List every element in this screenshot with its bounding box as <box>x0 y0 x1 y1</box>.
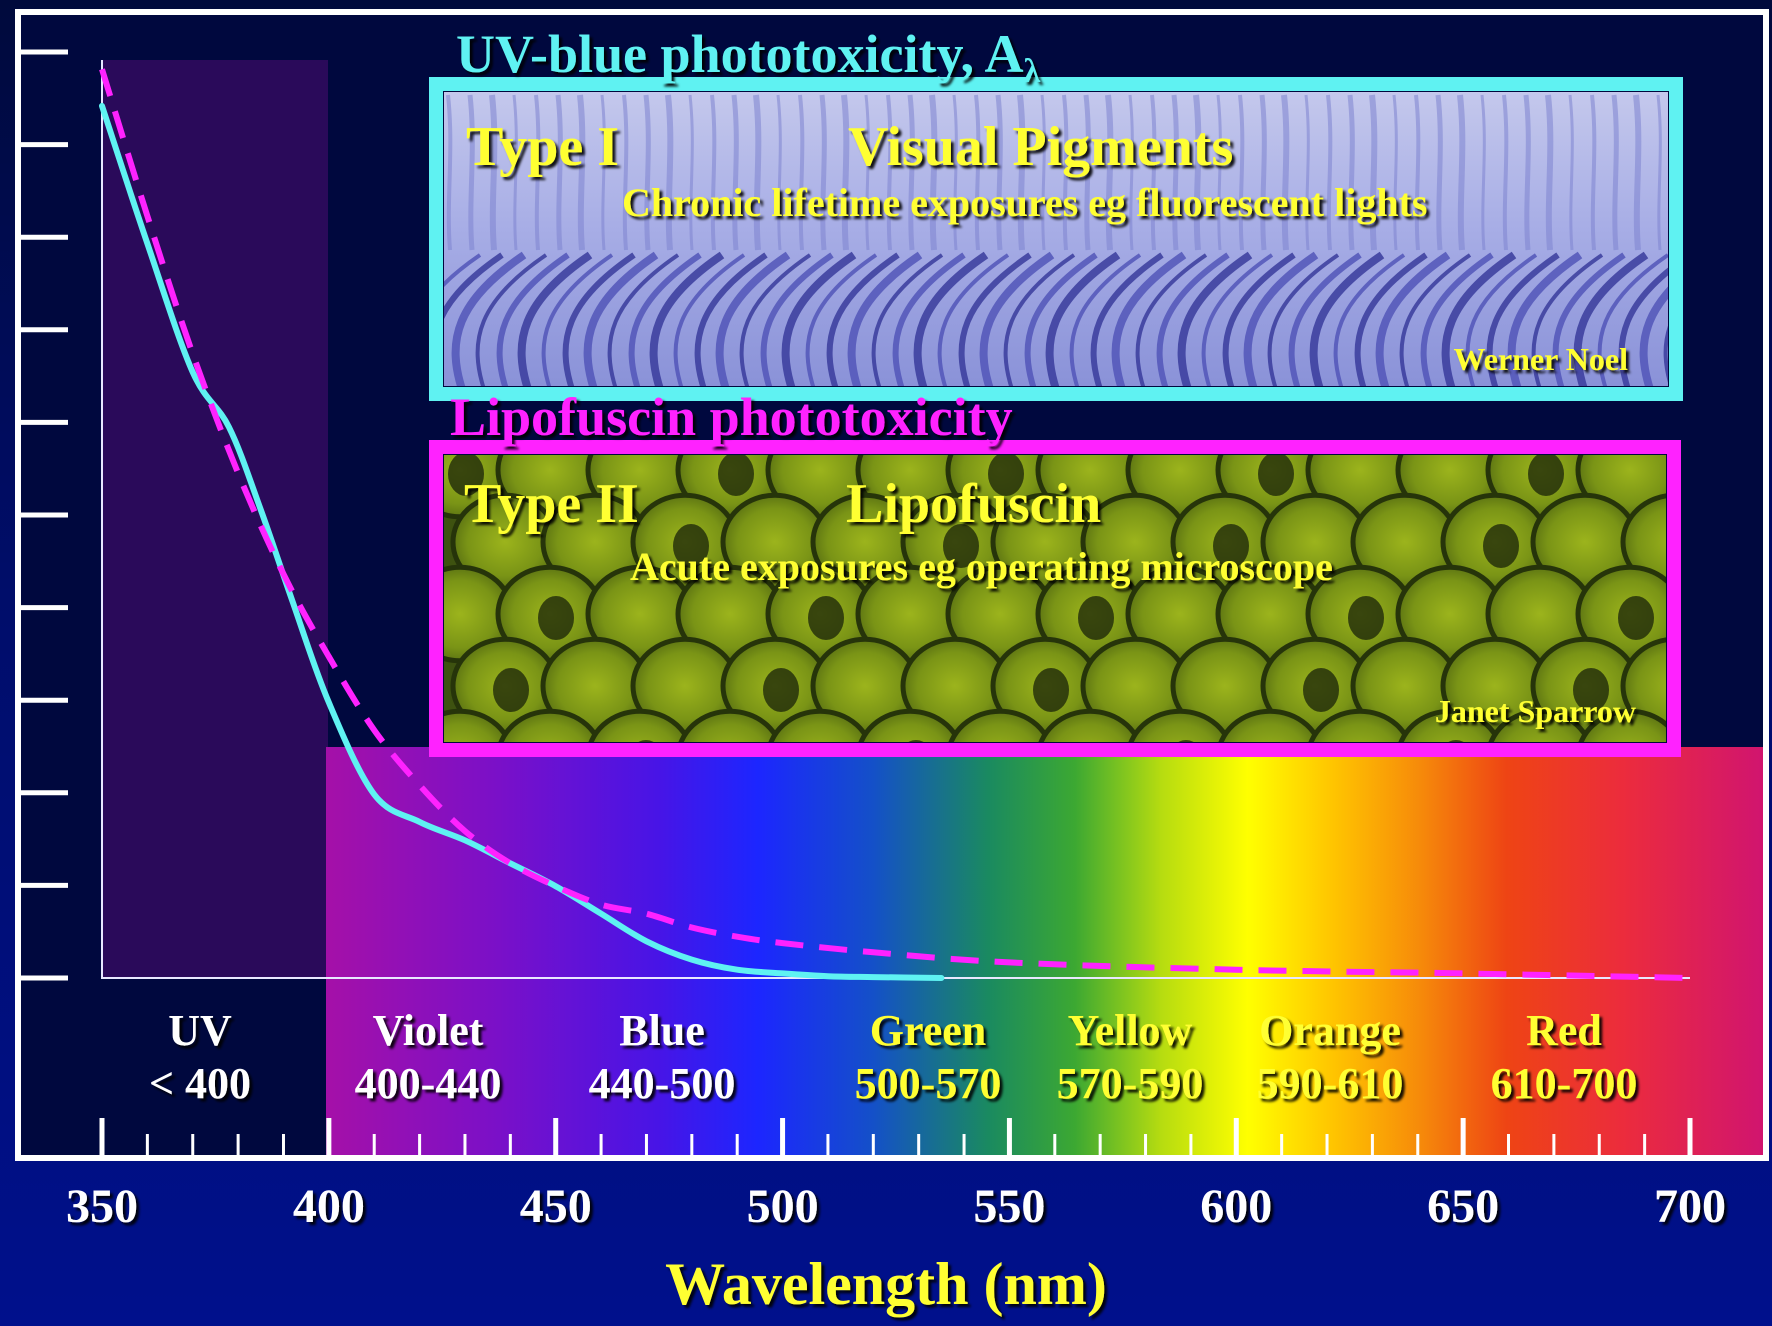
uv-type-label: Type I <box>466 116 619 178</box>
band-range-label: 570-590 <box>1057 1059 1204 1108</box>
lipofuscin-phototoxicity-curve <box>99 68 1691 981</box>
band-range-label: 440-500 <box>589 1059 736 1108</box>
uv-image-credit: Werner Noel <box>1454 341 1629 377</box>
lipofuscin-type-label: Type II <box>464 473 639 535</box>
band-name-label: Violet <box>373 1006 484 1055</box>
x-axis-minor-ticks <box>99 1118 1693 1155</box>
band-range-label: 400-440 <box>355 1059 502 1108</box>
band-name-label: Blue <box>619 1006 705 1055</box>
lipofuscin-phototoxicity-panel <box>429 440 1681 757</box>
x-tick-label: 550 <box>973 1180 1045 1233</box>
uv-phototoxicity-panel <box>429 77 1683 401</box>
visible-spectrum-band <box>326 747 1766 1158</box>
x-tick-label: 700 <box>1654 1180 1726 1233</box>
x-tick-label: 500 <box>747 1180 819 1233</box>
x-tick-label: 400 <box>293 1180 365 1233</box>
photoreceptor-micrograph <box>444 92 1668 386</box>
chart-frame <box>15 9 1769 1161</box>
uv-panel-border <box>429 77 1683 401</box>
x-tick-label: 650 <box>1427 1180 1499 1233</box>
band-name-label: UV <box>168 1006 232 1055</box>
band-name-label: Red <box>1526 1006 1602 1055</box>
x-tick-label: 350 <box>66 1180 138 1233</box>
uv-heading: UV-blue phototoxicity, Aλ <box>456 24 1041 90</box>
y-axis-ticks <box>18 49 68 981</box>
lipofuscin-heading: Lipofuscin phototoxicity <box>450 387 1013 447</box>
band-name-label: Orange <box>1259 1006 1401 1055</box>
band-name-label: Yellow <box>1068 1006 1193 1055</box>
lipofuscin-panel-border <box>429 440 1681 757</box>
lipofuscin-image-credit: Janet Sparrow <box>1435 693 1636 729</box>
band-range-label: < 400 <box>149 1059 251 1108</box>
band-range-label: 610-700 <box>1491 1059 1638 1108</box>
x-tick-label: 600 <box>1200 1180 1272 1233</box>
lipofuscin-target-label: Lipofuscin <box>846 473 1101 535</box>
band-name-label: Green <box>870 1006 987 1055</box>
uv-target-label: Visual Pigments <box>848 116 1233 178</box>
band-range-label: 500-570 <box>855 1059 1002 1108</box>
x-tick-label: 450 <box>520 1180 592 1233</box>
uv-exposure-label: Chronic lifetime exposures eg fluorescen… <box>622 180 1427 225</box>
x-axis-title: Wavelength (nm) <box>665 1251 1107 1317</box>
inner-axis-frame <box>101 60 1690 979</box>
rpe-cell-micrograph <box>444 455 1666 742</box>
lipofuscin-exposure-label: Acute exposures eg operating microscope <box>630 544 1333 589</box>
uv-region-shade <box>102 60 328 978</box>
band-range-label: 590-610 <box>1257 1059 1404 1108</box>
x-axis-tick-labels: 350 400 450 500 550 600 650 700 <box>66 1180 1726 1233</box>
